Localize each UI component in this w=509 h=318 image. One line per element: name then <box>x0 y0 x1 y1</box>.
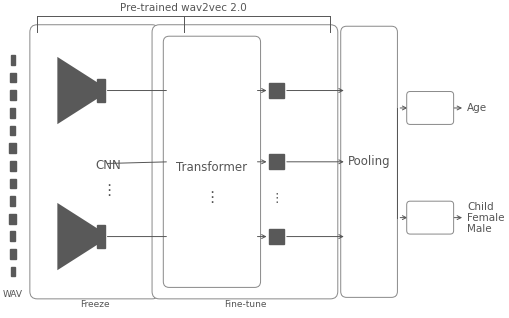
Bar <box>269 229 284 244</box>
Text: WAV: WAV <box>3 290 23 299</box>
Bar <box>11 55 15 65</box>
Polygon shape <box>57 57 97 124</box>
Text: Male: Male <box>466 224 491 234</box>
FancyBboxPatch shape <box>406 201 453 234</box>
Bar <box>9 143 16 153</box>
Text: Female: Female <box>466 213 504 223</box>
Text: CNN: CNN <box>95 159 121 172</box>
Text: Transformer: Transformer <box>176 161 247 174</box>
FancyBboxPatch shape <box>406 92 453 124</box>
Bar <box>10 196 15 206</box>
Bar <box>10 161 16 171</box>
FancyBboxPatch shape <box>340 26 397 297</box>
FancyBboxPatch shape <box>30 25 159 299</box>
Text: Pre-trained wav2vec 2.0: Pre-trained wav2vec 2.0 <box>120 3 247 13</box>
Text: Freeze: Freeze <box>79 300 109 309</box>
Text: Pooling: Pooling <box>347 155 389 168</box>
Bar <box>10 126 15 135</box>
Bar <box>10 214 16 224</box>
Bar <box>269 154 284 169</box>
FancyBboxPatch shape <box>152 25 337 299</box>
Bar <box>269 83 284 98</box>
Text: Head: Head <box>414 211 445 224</box>
Bar <box>97 225 104 248</box>
Bar <box>10 249 16 259</box>
Text: ⋮: ⋮ <box>101 183 116 198</box>
Bar <box>10 73 16 82</box>
Bar <box>97 79 104 102</box>
Text: Fine-tune: Fine-tune <box>223 300 266 309</box>
Polygon shape <box>57 203 97 270</box>
FancyBboxPatch shape <box>163 36 260 287</box>
Text: ⋮: ⋮ <box>204 190 219 205</box>
Text: Child: Child <box>466 202 493 212</box>
Text: ⋮: ⋮ <box>270 192 282 205</box>
Bar <box>10 232 15 241</box>
Text: Head: Head <box>414 101 445 114</box>
Bar <box>10 108 15 118</box>
Bar <box>10 90 16 100</box>
Text: Age: Age <box>466 103 487 113</box>
Bar <box>10 178 16 188</box>
Bar <box>11 267 15 276</box>
